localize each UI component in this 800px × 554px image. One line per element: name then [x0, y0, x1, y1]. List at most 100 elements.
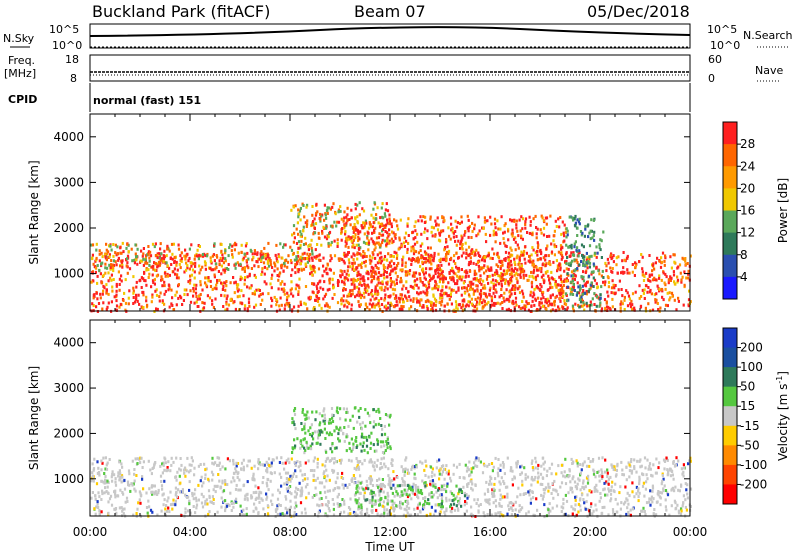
range-cell [377, 299, 380, 303]
range-cell [507, 282, 510, 286]
cpid-panel: CPID normal (fast) 151 [8, 83, 691, 112]
range-cell [293, 460, 296, 464]
range-cell [413, 472, 416, 476]
range-cell [126, 271, 129, 275]
range-cell [579, 287, 582, 290]
range-cell [510, 270, 513, 274]
range-cell [520, 471, 523, 475]
range-cell [321, 229, 324, 233]
range-cell [461, 236, 464, 240]
range-cell [209, 266, 212, 270]
range-cell [481, 306, 484, 310]
range-cell [174, 493, 177, 497]
range-cell [544, 258, 547, 262]
range-cell [236, 476, 239, 479]
range-cell [580, 260, 583, 263]
range-cell [603, 487, 606, 491]
range-cell [559, 274, 563, 278]
range-cell [633, 458, 636, 462]
range-cell [360, 253, 363, 257]
range-cell [348, 237, 351, 241]
range-cell [370, 303, 374, 307]
range-cell [454, 230, 457, 233]
range-cell [273, 295, 276, 299]
range-cell [260, 259, 263, 263]
range-cell [322, 472, 325, 476]
range-cell [637, 489, 640, 493]
range-cell [359, 481, 362, 485]
range-cell [475, 277, 478, 281]
range-cell [443, 483, 446, 487]
range-cell [388, 273, 391, 277]
range-cell [679, 271, 682, 275]
range-cell [208, 496, 211, 500]
range-cell [495, 504, 498, 508]
range-cell [313, 231, 317, 235]
range-cell [553, 278, 556, 282]
range-cell [438, 477, 441, 481]
range-cell [578, 288, 582, 292]
range-cell [398, 300, 401, 304]
range-cell [283, 482, 286, 486]
range-cell [356, 229, 359, 233]
range-cell [278, 491, 281, 495]
range-cell [566, 285, 569, 289]
range-cell [97, 471, 101, 474]
range-cell [545, 301, 548, 305]
beam-label: Beam 07 [354, 2, 426, 21]
range-cell [162, 463, 165, 467]
range-cell [296, 268, 299, 271]
range-cell [412, 247, 415, 251]
range-cell [670, 504, 673, 508]
range-cell [309, 243, 312, 247]
range-cell [215, 287, 218, 291]
range-cell [543, 279, 546, 283]
range-cell [475, 234, 478, 238]
range-cell [323, 218, 326, 222]
colorbar-segment [723, 166, 737, 189]
range-cell [486, 488, 489, 492]
range-cell [248, 459, 251, 463]
range-cell [339, 511, 342, 515]
range-cell [391, 479, 394, 482]
range-cell [490, 296, 494, 300]
range-cell [191, 268, 195, 272]
range-cell [449, 479, 453, 483]
range-cell [616, 510, 619, 514]
range-cell [396, 303, 399, 307]
range-cell [538, 303, 541, 307]
range-cell [498, 502, 501, 506]
range-cell [315, 202, 318, 206]
range-cell [363, 252, 366, 256]
range-cell [423, 283, 426, 287]
range-cell [648, 275, 651, 278]
range-cell [95, 291, 98, 295]
range-cell [101, 492, 104, 496]
range-cell [266, 512, 270, 516]
range-cell [598, 246, 601, 250]
range-cell [270, 464, 273, 468]
range-cell [252, 491, 255, 495]
range-cell [620, 300, 623, 304]
range-cell [631, 490, 634, 494]
range-cell [497, 467, 500, 471]
range-cell [475, 307, 479, 311]
range-cell [261, 298, 264, 302]
range-cell [126, 254, 130, 258]
range-cell [221, 481, 224, 485]
range-cell [316, 299, 320, 303]
range-cell [403, 483, 406, 487]
range-cell [382, 216, 385, 220]
range-cell [160, 275, 163, 279]
range-cell [387, 252, 390, 256]
range-cell [363, 491, 366, 495]
range-cell [160, 509, 163, 513]
range-cell [141, 259, 144, 263]
range-cell [304, 507, 307, 511]
range-cell [586, 481, 590, 485]
range-cell [494, 456, 497, 460]
range-cell [525, 273, 528, 277]
range-cell [655, 457, 658, 461]
range-cell [412, 492, 415, 496]
range-cell [104, 262, 107, 266]
